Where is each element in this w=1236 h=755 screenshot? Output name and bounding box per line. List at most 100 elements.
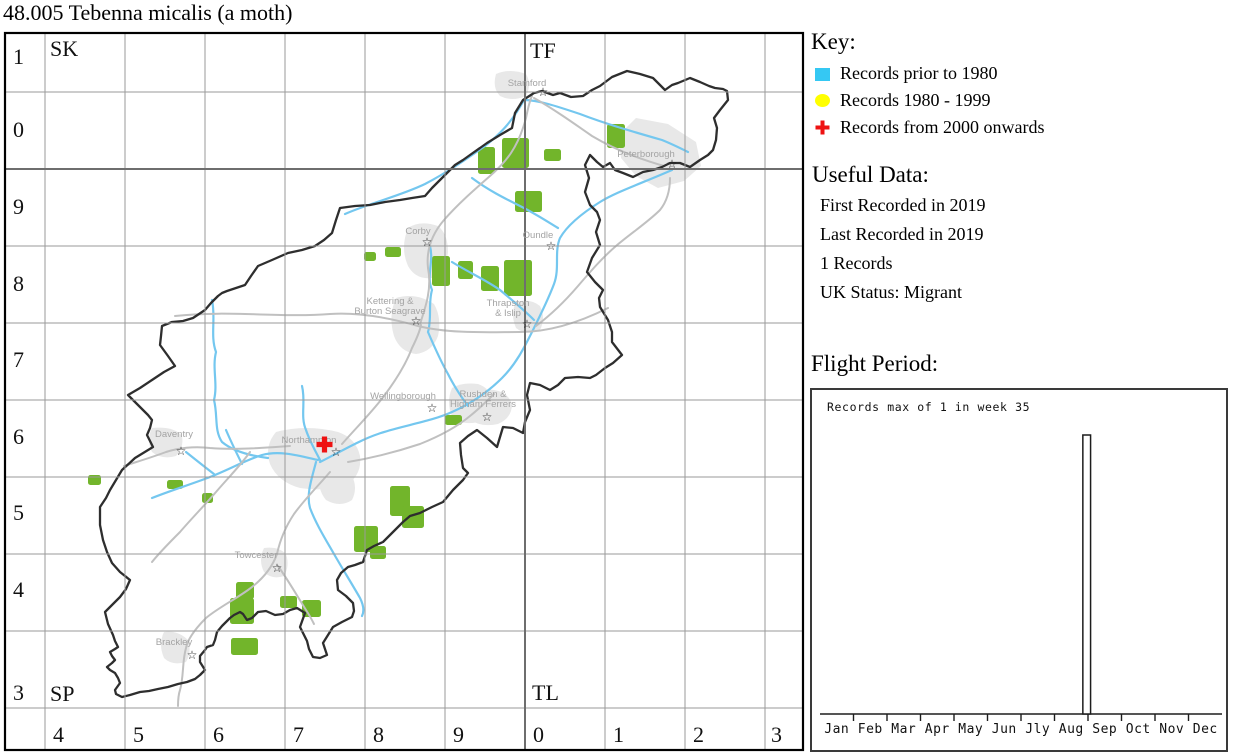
useful-data-item: Last Recorded in 2019 [820, 223, 984, 244]
town-label: Brackley [156, 637, 193, 648]
grid-row-label: 3 [13, 680, 24, 705]
grid-row-label: 6 [13, 424, 24, 449]
woodland-area [230, 598, 254, 624]
month-label: Jun [992, 722, 1017, 737]
flight-period-chart-svg: Records max of 1 in week 35 Jan Feb Mar Apr M… [820, 400, 1222, 737]
record-marker-cross [316, 436, 333, 453]
woodland-area [607, 124, 625, 148]
grid-col-label: 2 [693, 722, 704, 747]
month-label: May [958, 722, 983, 737]
urban-area [618, 118, 701, 188]
grid-row-label: 7 [13, 347, 24, 372]
useful-data-list: First Recorded in 2019 Last Recorded in 2… [812, 195, 986, 302]
road [341, 324, 422, 445]
grid-col-label: 9 [453, 722, 464, 747]
useful-data-heading: Useful Data: [812, 162, 929, 187]
useful-data-item: First Recorded in 2019 [820, 195, 986, 216]
useful-data-item: 1 Records [820, 252, 893, 273]
woodland-area [402, 506, 424, 528]
town-label: Daventry [155, 429, 193, 440]
urban-area [161, 631, 190, 664]
woodland-area [432, 256, 450, 286]
grid-100km-letters: SK [50, 36, 78, 61]
useful-data-item: UK Status: Migrant [820, 281, 962, 302]
map-border [3, 31, 805, 752]
grid-row-label: 1 [13, 44, 24, 69]
month-label: Aug [1059, 722, 1084, 737]
month-label: Dec [1193, 722, 1218, 737]
woodland-area [354, 526, 378, 552]
month-label: Apr [925, 722, 950, 737]
grid-100km-letters: SP [50, 681, 74, 706]
key-item: Records 1980 - 1999 [811, 87, 1044, 114]
town-star-icon: ☆ [538, 85, 549, 99]
month-label: Feb [858, 722, 883, 737]
road [151, 451, 251, 563]
grid-col-label: 7 [293, 722, 304, 747]
town-star-icon: ☆ [272, 561, 283, 575]
town-label: Higham Ferrers [450, 399, 516, 410]
key-item-label: Records prior to 1980 [840, 63, 998, 84]
month-label: Oct [1126, 722, 1151, 737]
road [123, 445, 291, 467]
town-label: Kettering & [367, 296, 415, 307]
woodland-area [445, 415, 462, 425]
river [184, 450, 216, 476]
town-star-icon: ☆ [422, 235, 433, 249]
river [150, 452, 320, 500]
month-label: Jly [1025, 722, 1050, 737]
month-label: Sep [1092, 722, 1117, 737]
grid-row-label: 0 [13, 117, 24, 142]
useful-data: Useful Data: First Recorded in 2019 Last … [812, 162, 986, 302]
town-label: Northampton [282, 435, 337, 446]
town-star-icon: ☆ [482, 410, 493, 424]
woodland-area [231, 638, 258, 655]
key-item-label: Records from 2000 onwards [840, 117, 1045, 138]
key-item-label: Records 1980 - 1999 [840, 90, 991, 111]
urban-area [318, 469, 355, 504]
town-star-icon: ☆ [522, 317, 533, 331]
town-label: Corby [405, 226, 431, 237]
woodland-area [481, 266, 499, 291]
grid-col-label: 6 [213, 722, 224, 747]
grid-col-label: 1 [613, 722, 624, 747]
record-week-bar [1082, 434, 1092, 715]
grid-col-label: 0 [533, 722, 544, 747]
month-label: Nov [1159, 722, 1184, 737]
grid-row-label: 5 [13, 500, 24, 525]
key-item: Records prior to 1980 [811, 60, 1044, 87]
road [533, 97, 665, 167]
road [419, 95, 533, 325]
town-star-icon: ☆ [667, 157, 678, 171]
town-label: Stamford [508, 78, 547, 89]
town-star-icon: ☆ [331, 445, 342, 459]
map-key: Key: Records prior to 1980 Records 1980 -… [811, 29, 1044, 141]
distribution-map: Stamford☆Peterborough☆Corby☆ Oundle☆Kette… [3, 31, 805, 752]
key-heading: Key: [811, 29, 856, 54]
chart-annotation: Records max of 1 in week 35 [827, 400, 1030, 414]
page-title: 48.005 Tebenna micalis (a moth) [3, 0, 293, 25]
key-item: Records from 2000 onwards [811, 114, 1044, 141]
grid-col-label: 8 [373, 722, 384, 747]
grid-row-label: 8 [13, 271, 24, 296]
town-label: Towcester [235, 550, 278, 561]
cross-marker-icon [815, 120, 830, 135]
grid-row-label: 4 [13, 577, 24, 602]
town-star-icon: ☆ [411, 314, 422, 328]
flight-period-heading: Flight Period: [811, 351, 939, 376]
town-star-icon: ☆ [427, 401, 438, 415]
key-item-list: Records prior to 1980 Records 1980 - 1999… [811, 60, 1044, 141]
woodland-area [364, 252, 376, 261]
woodland-area [502, 138, 529, 168]
town-label: Rushden & [459, 389, 507, 400]
road [177, 471, 331, 707]
town-label: Thrapston [487, 298, 530, 309]
woodland-area [504, 260, 532, 296]
grid-col-label: 4 [53, 722, 64, 747]
road [277, 565, 315, 625]
grid-row-label: 9 [13, 194, 24, 219]
woodland-area [478, 147, 495, 174]
month-label: Jan [824, 722, 849, 737]
river [470, 176, 560, 230]
